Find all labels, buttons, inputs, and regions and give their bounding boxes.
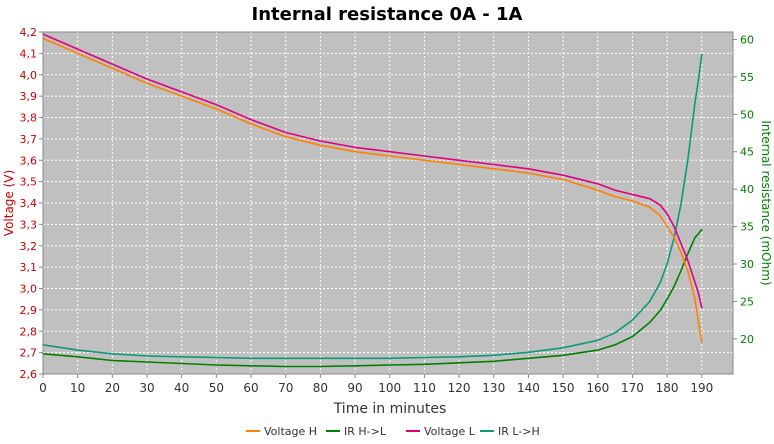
x-tick-label: 30 [139,381,154,395]
x-tick-label: 40 [174,381,189,395]
x-tick-label: 140 [517,381,540,395]
y-left-tick-label: 4,2 [20,26,38,39]
y-left-tick-label: 3,5 [20,176,38,189]
series-line-voltage-h [42,37,703,343]
y-right-tick-label: 35 [740,221,754,234]
series-line-ir-l-h [42,53,703,360]
x-tick-label: 10 [70,381,85,395]
y-right-axis: 20 25 30 35 40 45 50 55 60 [733,33,754,346]
x-tick-label: 50 [209,381,224,395]
y-left-tick-label: 2,9 [20,304,38,317]
y-left-tick-label: 2,8 [20,325,38,338]
x-tick-label: 190 [690,381,713,395]
legend-item-voltage-l: Voltage L [424,425,476,438]
y-right-tick-label: 30 [740,258,754,271]
y-left-tick-label: 3,9 [20,90,38,103]
legend-item-ir-h-l: IR H->L [344,425,387,438]
y-left-tick-label: 2,7 [20,347,38,360]
x-tick-label: 130 [482,381,505,395]
y-left-tick-label: 3,6 [20,154,38,167]
series-line-ir-h-l [42,228,703,368]
y-right-axis-label: Internal resistance (mOhm) [759,120,773,285]
series-layer [42,33,703,368]
x-tick-label: 60 [243,381,258,395]
y-left-tick-label: 3,3 [20,218,38,231]
y-left-tick-label: 3,0 [20,283,38,296]
y-right-tick-label: 25 [740,295,754,308]
x-tick-label: 90 [347,381,362,395]
x-tick-label: 0 [39,381,47,395]
x-tick-label: 20 [105,381,120,395]
x-axis: 0 10 20 30 40 50 60 70 80 90 100 110 120 130 140 150 160… [39,374,713,395]
legend-item-voltage-h: Voltage H [264,425,317,438]
y-right-tick-label: 40 [740,183,754,196]
y-left-tick-label: 3,8 [20,112,38,125]
y-right-tick-label: 55 [740,71,754,84]
y-left-axis: 2,6 2,7 2,8 2,9 3,0 3,1 3,2 3,3 3,4 3,5 3,6 3,7 3,8 3… [20,26,43,381]
y-left-tick-label: 4,1 [20,47,38,60]
y-left-tick-label: 2,6 [20,368,38,381]
grid-lines [43,32,733,374]
x-tick-label: 160 [586,381,609,395]
y-left-tick-label: 3,2 [20,240,38,253]
y-right-tick-label: 60 [740,33,754,46]
x-tick-label: 100 [378,381,401,395]
x-tick-label: 70 [278,381,293,395]
x-tick-label: 120 [448,381,471,395]
y-left-tick-label: 4,0 [20,69,38,82]
x-tick-label: 180 [656,381,679,395]
legend: Voltage H IR H->L Voltage L IR L->H [246,425,540,438]
y-left-axis-label: Voltage (V) [2,170,16,236]
x-tick-label: 150 [552,381,575,395]
chart-title: Internal resistance 0A - 1A [252,4,523,25]
y-right-tick-label: 45 [740,146,754,159]
series-line-voltage-l [42,33,703,309]
x-tick-label: 80 [313,381,328,395]
legend-item-ir-l-h: IR L->H [498,425,540,438]
y-right-tick-label: 50 [740,108,754,121]
y-right-tick-label: 20 [740,333,754,346]
x-axis-label: Time in minutes [333,401,447,417]
x-tick-label: 110 [413,381,436,395]
y-left-tick-label: 3,1 [20,261,38,274]
y-left-tick-label: 3,7 [20,133,38,146]
y-left-tick-label: 3,4 [20,197,38,210]
x-tick-label: 170 [621,381,644,395]
